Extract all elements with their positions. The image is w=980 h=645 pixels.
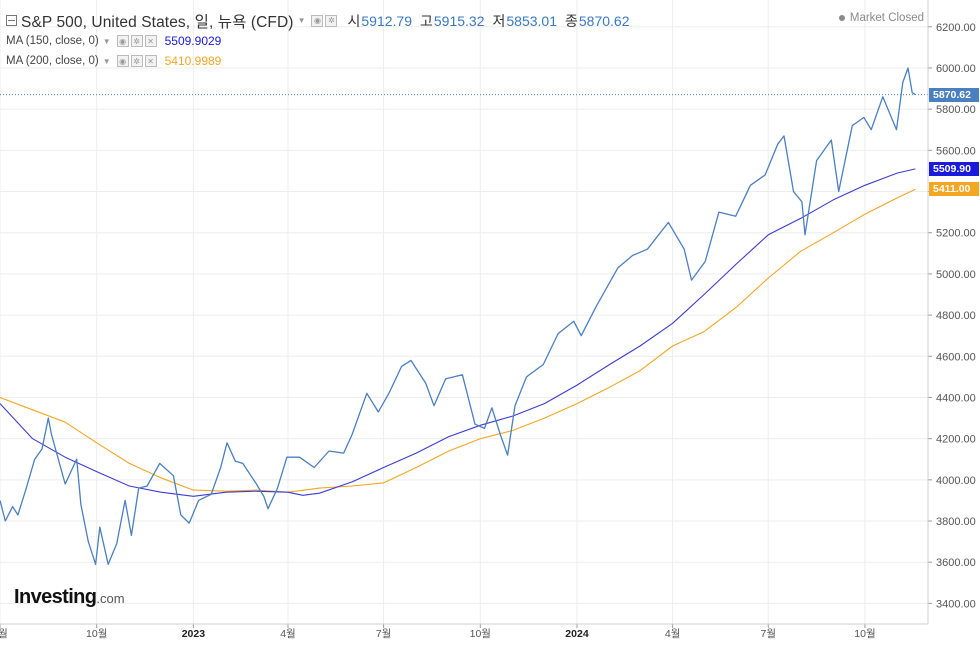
chevron-down-icon[interactable]: ▼ [297, 16, 306, 25]
y-tick-label: 4600.00 [936, 351, 976, 363]
ma150-legend-row: MA (150, close, 0) ▼ ◉ ✲ ✕ 5509.9029 [6, 31, 629, 51]
y-tick-label: 3800.00 [936, 516, 976, 528]
ma200-legend-row: MA (200, close, 0) ▼ ◉ ✲ ✕ 5410.9989 [6, 51, 629, 71]
ma200-label: MA (200, close, 0) [6, 55, 99, 67]
y-tick-label: 4200.00 [936, 434, 976, 446]
y-tick-label: 3600.00 [936, 557, 976, 569]
x-tick-label: 10월 [470, 628, 491, 640]
ma200-line [0, 188, 916, 493]
chevron-down-icon[interactable]: ▼ [102, 36, 111, 46]
ohlc-high-value: 5915.32 [433, 12, 485, 29]
instrument-legend-row: S&P 500, United States, 일, 뉴욕 (CFD) ▼ ◉ … [6, 10, 629, 31]
chart-legend: S&P 500, United States, 일, 뉴욕 (CFD) ▼ ◉ … [6, 10, 629, 71]
grid [0, 0, 928, 624]
gear-icon[interactable]: ✲ [130, 35, 143, 47]
logo-text: Investing [14, 586, 97, 608]
x-tick-label: 7월 [761, 628, 777, 640]
eye-icon[interactable]: ◉ [311, 14, 324, 27]
ma150-price-tag: 5509.90 [929, 161, 979, 176]
ohlc-low-value: 5853.01 [506, 12, 557, 29]
x-tick-label: 7월 [0, 628, 8, 640]
last-price-tag: 5870.62 [929, 87, 979, 102]
x-tick-label: 10월 [854, 628, 875, 640]
investing-logo: Investing .com [14, 586, 125, 609]
y-tick-label: 5200.00 [936, 228, 976, 240]
ma200-value: 5410.9989 [164, 54, 222, 68]
ohlc-open-value: 5912.79 [361, 12, 412, 29]
y-tick-label: 6000.00 [936, 63, 976, 75]
x-tick-label: 4월 [665, 628, 681, 640]
y-tick-label: 6200.00 [936, 22, 976, 34]
price-line [0, 67, 916, 565]
y-tick-label: 5000.00 [936, 269, 976, 281]
x-tick-label: 4월 [280, 628, 296, 640]
instrument-title: S&P 500, United States, 일, 뉴욕 (CFD) [21, 13, 294, 31]
eye-icon[interactable]: ◉ [116, 55, 129, 67]
y-tick-label: 5800.00 [936, 104, 976, 116]
y-tick-label: 4000.00 [936, 475, 976, 487]
eye-icon[interactable]: ◉ [116, 35, 129, 47]
ma150-label: MA (150, close, 0) [6, 35, 99, 47]
market-status: Market Closed [838, 12, 924, 24]
collapse-icon[interactable] [6, 15, 17, 26]
ma150-value: 5509.9029 [164, 34, 222, 48]
ma150-line [0, 168, 916, 497]
ohlc-high-label: 고 [419, 12, 433, 29]
gear-icon[interactable]: ✲ [130, 55, 143, 67]
ma200-price-tag: 5411.00 [929, 182, 979, 197]
ohlc-close-label: 종 [564, 12, 578, 29]
y-tick-label: 3400.00 [936, 598, 976, 610]
chevron-down-icon[interactable]: ▼ [102, 56, 111, 66]
x-tick-label: 2024 [565, 628, 589, 640]
y-tick-label: 4800.00 [936, 310, 976, 322]
market-status-text: Market Closed [849, 12, 924, 24]
close-icon[interactable]: ✕ [144, 55, 157, 67]
close-icon[interactable]: ✕ [144, 35, 157, 47]
x-tick-label: 7월 [376, 628, 392, 640]
y-tick-label: 4400.00 [936, 392, 976, 404]
gear-icon[interactable]: ✲ [325, 14, 338, 27]
series-lines [0, 67, 928, 565]
ohlc-close-value: 5870.62 [578, 12, 630, 29]
ohlc-low-label: 저 [492, 12, 506, 29]
ohlc-open-label: 시 [347, 12, 361, 29]
x-tick-label: 2023 [182, 628, 206, 640]
logo-suffix: .com [96, 591, 125, 606]
x-tick-label: 10월 [86, 628, 107, 640]
y-tick-label: 5600.00 [936, 145, 976, 157]
status-dot-icon [838, 15, 845, 21]
